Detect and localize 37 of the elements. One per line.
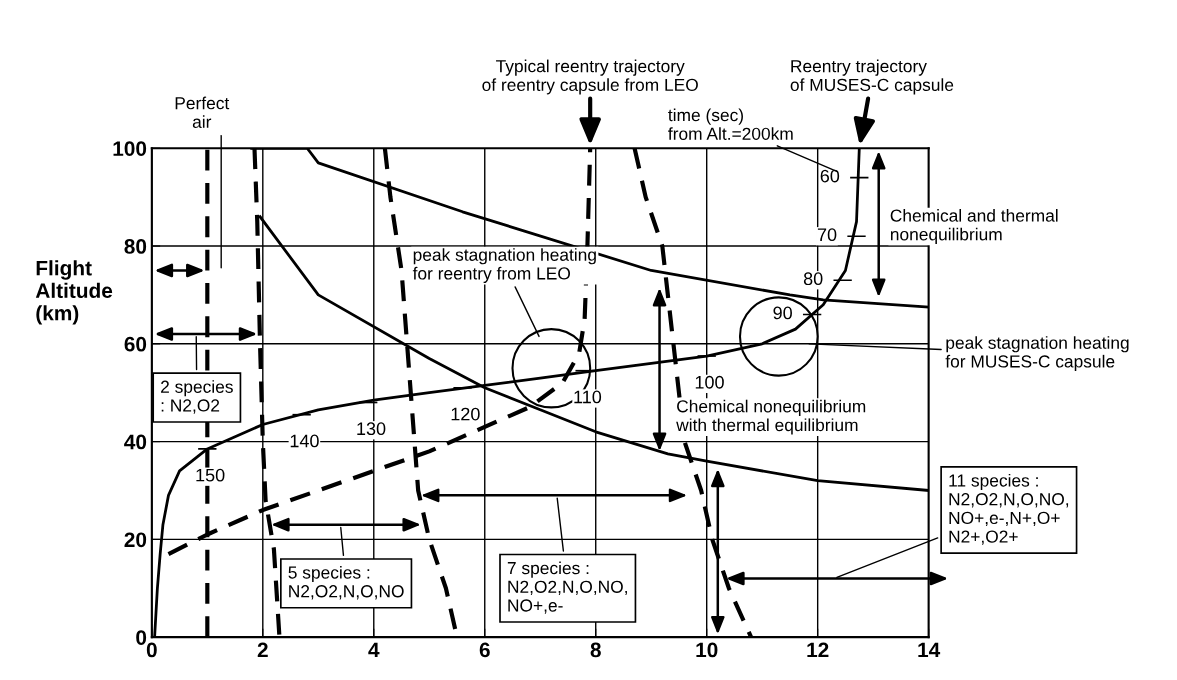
x-tick-label: 12 [807,642,829,658]
y-axis-title: Flight Altitude (km) [35,260,113,325]
annotation: 2 species : N2,O2 [161,380,233,414]
annotation: 110 [574,390,602,404]
text: Perfect air [175,96,230,129]
annotation: 7 species : N2,O2,N,O,NO, NO+,e- [507,561,627,614]
text: 11 species : N2,O2,N,O,NO, NO+,e-,N+,O+ N2+,O2+ [949,473,1069,545]
annotation: 80 [803,272,823,286]
y-tick-label: 0 [136,630,147,645]
annotation: 100 [695,375,724,389]
annotation: 150 [196,468,225,482]
x-tick-label: 2 [257,642,268,658]
text: Typical reentry trajectory of reentry capsule from LEO [482,59,698,95]
text: Reentry trajectory of MUSES-C capsule [790,59,954,95]
y-tick-label: 40 [124,434,147,450]
x-tick-label: 14 [918,642,941,658]
annotation: 5 species : N2,O2,N,O,NO [288,565,404,600]
annotation: peak stagnation heating for reentry from LEO [412,248,596,284]
annotation: Chemical and thermal nonequilibrium [890,209,1058,244]
y-tick-label: 20 [124,532,147,548]
x-tick-label: 4 [368,642,380,658]
text: time (sec) from Alt.=200km [668,108,793,140]
annotation: 140 [290,434,319,448]
x-tick-label: 10 [696,642,718,658]
y-tick-label: 60 [124,336,147,352]
y-tick-label: 100 [113,141,147,156]
annotation: 120 [451,407,480,421]
annotation: Chemical nonequilibrium with thermal equilibrium [676,399,866,435]
x-tick-label: 6 [479,642,490,658]
y-tick-label: 80 [124,239,147,254]
text: peak stagnation heating for MUSES-C capsule [945,336,1129,372]
x-tick-label: 0 [146,642,157,658]
annotation: 70 [817,228,837,242]
annotation: 60 [820,169,840,183]
x-tick-label: 8 [590,642,601,658]
annotation: 90 [773,306,792,320]
annotation: 130 [357,422,386,436]
